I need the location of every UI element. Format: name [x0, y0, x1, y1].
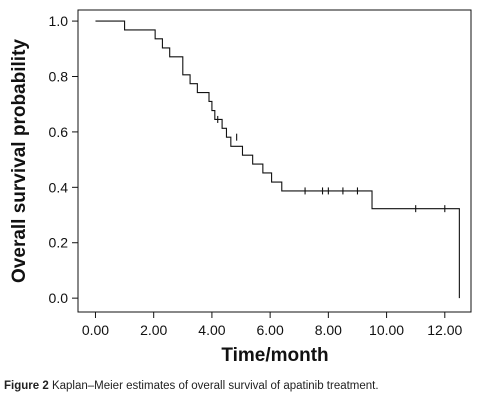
x-tick-label: 4.00 [198, 322, 225, 338]
tick-labels: 0.00 2.00 4.00 6.00 8.00 10.00 12.00 0.0 0.2 0.4 0… [49, 13, 463, 338]
x-axis-title: Time/month [221, 345, 328, 366]
x-tick-label: 12.00 [427, 322, 462, 338]
x-tick-label: 0.00 [82, 322, 109, 338]
x-tick-label: 10.00 [369, 322, 404, 338]
caption-text: Kaplan–Meier estimates of overall surviv… [51, 380, 379, 392]
survival-curve [95, 20, 460, 299]
y-tick-label: 0.2 [49, 235, 69, 251]
y-tick-label: 0.0 [49, 290, 69, 306]
censor-marks [217, 115, 446, 213]
y-tick-label: 0.6 [49, 124, 69, 140]
y-axis-title: Overall survival probability [9, 39, 30, 283]
tick-marks [72, 20, 446, 318]
x-tick-label: 6.00 [257, 322, 284, 338]
x-tick-label: 2.00 [140, 322, 167, 338]
plot-frame [77, 9, 472, 313]
kaplan-meier-chart: 0.00 2.00 4.00 6.00 8.00 10.00 12.00 0.0 0.2 0.4 0… [9, 9, 472, 366]
y-tick-label: 1.0 [49, 13, 69, 29]
figure-caption: Figure 2 Kaplan–Meier estimates of overa… [4, 380, 474, 392]
x-tick-label: 8.00 [315, 322, 342, 338]
y-tick-label: 0.4 [49, 179, 69, 195]
y-tick-label: 0.8 [49, 68, 69, 84]
caption-label: Figure 2 [4, 380, 49, 392]
